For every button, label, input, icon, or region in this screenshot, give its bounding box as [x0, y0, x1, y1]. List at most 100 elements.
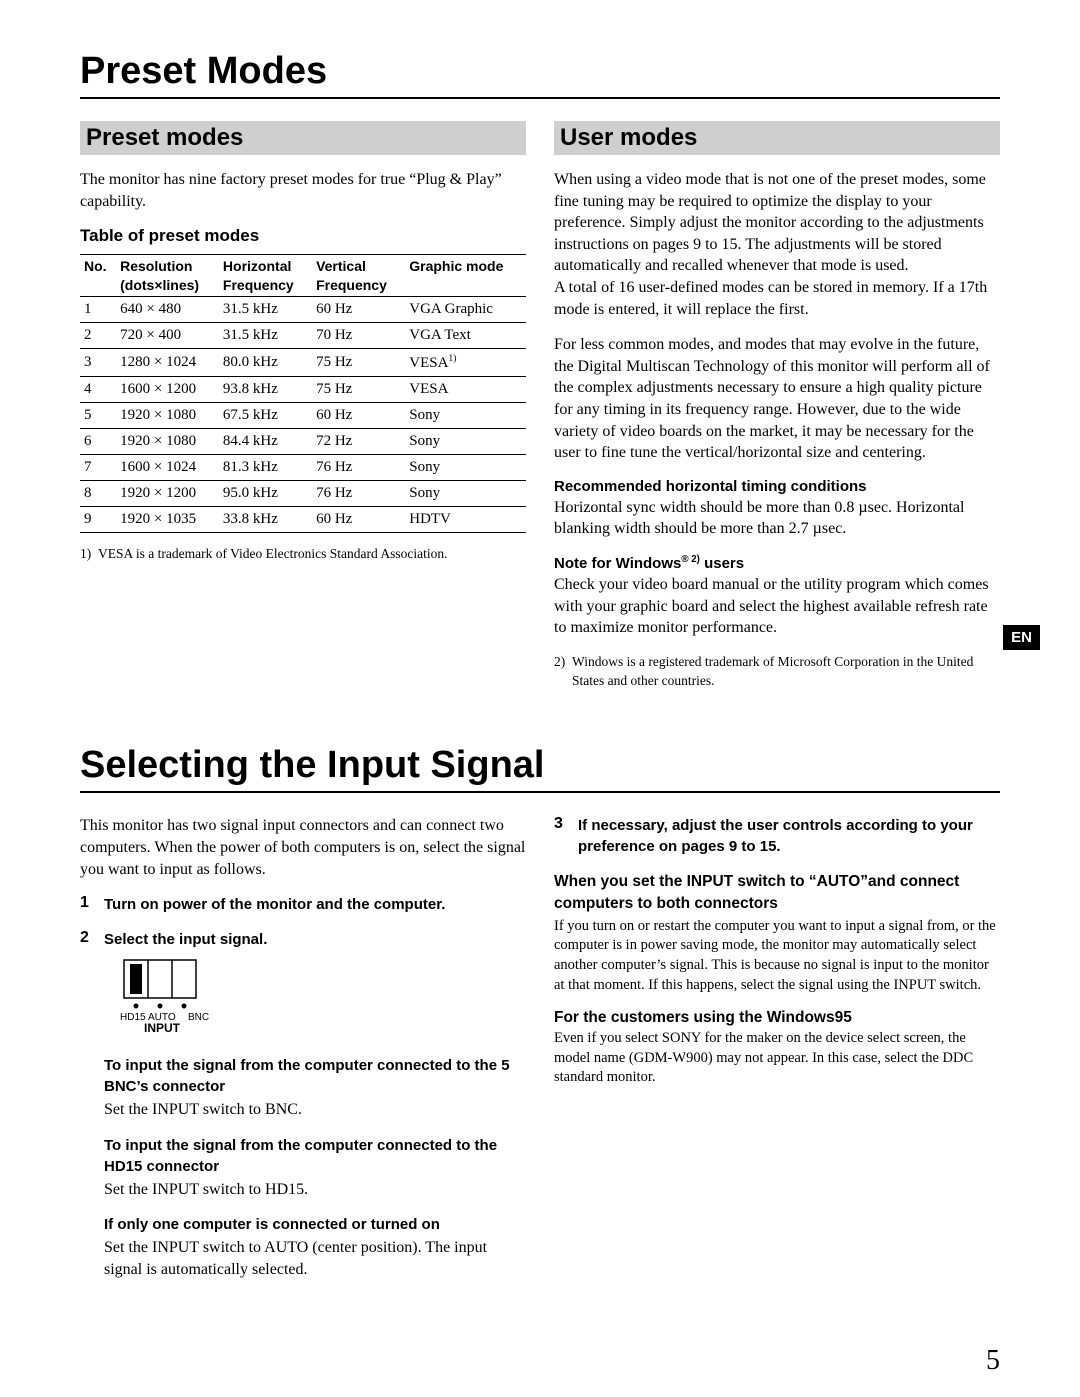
one-pc-body: Set the INPUT switch to AUTO (center pos…: [104, 1237, 526, 1280]
table-cell: Sony: [405, 455, 526, 481]
h-timing-body: Horizontal sync width should be more tha…: [554, 497, 1000, 540]
table-cell: 5: [80, 403, 116, 429]
table-cell: 720 × 400: [116, 323, 219, 349]
table-cell: 95.0 kHz: [219, 481, 312, 507]
table-cell: 75 Hz: [312, 349, 405, 377]
step-1: Turn on power of the monitor and the com…: [80, 894, 526, 915]
table-cell: VGA Text: [405, 323, 526, 349]
hd15-title: To input the signal from the computer co…: [104, 1135, 526, 1177]
table-row: 31280 × 102480.0 kHz75 HzVESA1): [80, 349, 526, 377]
label-hd15: HD15: [120, 1012, 146, 1023]
table-cell: VESA1): [405, 349, 526, 377]
label-bnc: BNC: [188, 1012, 209, 1023]
input-switch-diagram: HD15 AUTO BNC INPUT: [104, 958, 526, 1041]
table-cell: 31.5 kHz: [219, 297, 312, 323]
th-res: Resolution: [116, 255, 219, 278]
table-title: Table of preset modes: [80, 226, 526, 246]
table-row: 41600 × 120093.8 kHz75 HzVESA: [80, 377, 526, 403]
table-cell: 72 Hz: [312, 429, 405, 455]
page-title-input-signal: Selecting the Input Signal: [80, 744, 1000, 793]
table-row: 81920 × 120095.0 kHz76 HzSony: [80, 481, 526, 507]
table-cell: 80.0 kHz: [219, 349, 312, 377]
table-row: 51920 × 108067.5 kHz60 HzSony: [80, 403, 526, 429]
table-cell: 93.8 kHz: [219, 377, 312, 403]
table-cell: 60 Hz: [312, 507, 405, 533]
win-note-body: Check your video board manual or the uti…: [554, 574, 1000, 639]
input-signal-right: If necessary, adjust the user controls a…: [554, 815, 1000, 1294]
table-cell: 70 Hz: [312, 323, 405, 349]
table-cell: 60 Hz: [312, 297, 405, 323]
table-cell: 1920 × 1035: [116, 507, 219, 533]
table-cell: HDTV: [405, 507, 526, 533]
label-input: INPUT: [144, 1021, 181, 1035]
table-cell: 67.5 kHz: [219, 403, 312, 429]
page-title-preset-modes: Preset Modes: [80, 50, 1000, 99]
user-modes-heading: User modes: [554, 121, 1000, 155]
table-cell: 81.3 kHz: [219, 455, 312, 481]
table-cell: 84.4 kHz: [219, 429, 312, 455]
preset-modes-heading: Preset modes: [80, 121, 526, 155]
table-cell: Sony: [405, 403, 526, 429]
table-cell: VGA Graphic: [405, 297, 526, 323]
preset-modes-table: No. Resolution Horizontal Vertical Graph…: [80, 254, 526, 533]
h-timing-title: Recommended horizontal timing conditions: [554, 478, 1000, 495]
bnc-title: To input the signal from the computer co…: [104, 1055, 526, 1097]
th-hf: Horizontal: [219, 255, 312, 278]
page-number: 5: [986, 1345, 1000, 1377]
user-modes-column: User modes When using a video mode that …: [554, 121, 1000, 704]
table-cell: 1920 × 1080: [116, 403, 219, 429]
table-cell: 1600 × 1024: [116, 455, 219, 481]
table-cell: 1280 × 1024: [116, 349, 219, 377]
table-cell: VESA: [405, 377, 526, 403]
table-row: 1640 × 48031.5 kHz60 HzVGA Graphic: [80, 297, 526, 323]
th-gm: Graphic mode: [405, 255, 526, 278]
table-row: 91920 × 103533.8 kHz60 HzHDTV: [80, 507, 526, 533]
step-3: If necessary, adjust the user controls a…: [554, 815, 1000, 857]
step-2: Select the input signal. HD15 AUTO: [80, 929, 526, 1280]
win95-body: Even if you select SONY for the maker on…: [554, 1029, 1000, 1088]
table-cell: 7: [80, 455, 116, 481]
table-cell: Sony: [405, 481, 526, 507]
auto-title: When you set the INPUT switch to “AUTO”a…: [554, 871, 1000, 914]
table-cell: 76 Hz: [312, 481, 405, 507]
language-tab-en: EN: [1003, 625, 1040, 650]
user-modes-para1b: A total of 16 user-defined modes can be …: [554, 277, 1000, 320]
preset-modes-column: Preset modes The monitor has nine factor…: [80, 121, 526, 704]
table-cell: 60 Hz: [312, 403, 405, 429]
th-no: No.: [80, 255, 116, 278]
table-row: 2720 × 40031.5 kHz70 HzVGA Text: [80, 323, 526, 349]
table-cell: 6: [80, 429, 116, 455]
table-cell: 1: [80, 297, 116, 323]
table-cell: Sony: [405, 429, 526, 455]
auto-body: If you turn on or restart the computer y…: [554, 917, 1000, 995]
one-pc-title: If only one computer is connected or tur…: [104, 1214, 526, 1235]
table-cell: 31.5 kHz: [219, 323, 312, 349]
th-res2: (dots×lines): [116, 277, 219, 297]
table-cell: 3: [80, 349, 116, 377]
table-cell: 1920 × 1200: [116, 481, 219, 507]
bnc-body: Set the INPUT switch to BNC.: [104, 1099, 526, 1121]
windows-footnote: 2) Windows is a registered trademark of …: [554, 653, 1000, 691]
table-cell: 9: [80, 507, 116, 533]
table-cell: 4: [80, 377, 116, 403]
th-vf: Vertical: [312, 255, 405, 278]
user-modes-para1: When using a video mode that is not one …: [554, 169, 1000, 277]
preset-modes-intro: The monitor has nine factory preset mode…: [80, 169, 526, 212]
table-cell: 75 Hz: [312, 377, 405, 403]
table-cell: 1920 × 1080: [116, 429, 219, 455]
table-cell: 640 × 480: [116, 297, 219, 323]
win95-title: For the customers using the Windows95: [554, 1009, 1000, 1027]
table-row: 71600 × 102481.3 kHz76 HzSony: [80, 455, 526, 481]
th-hf2: Frequency: [219, 277, 312, 297]
table-cell: 2: [80, 323, 116, 349]
input-signal-left: This monitor has two signal input connec…: [80, 815, 526, 1294]
table-cell: 33.8 kHz: [219, 507, 312, 533]
input-intro: This monitor has two signal input connec…: [80, 815, 526, 880]
table-cell: 76 Hz: [312, 455, 405, 481]
table-cell: 1600 × 1200: [116, 377, 219, 403]
table-row: 61920 × 108084.4 kHz72 HzSony: [80, 429, 526, 455]
user-modes-para2: For less common modes, and modes that ma…: [554, 334, 1000, 464]
hd15-body: Set the INPUT switch to HD15.: [104, 1179, 526, 1201]
win-note-title: Note for Windows® 2) users: [554, 554, 1000, 572]
table-cell: 8: [80, 481, 116, 507]
